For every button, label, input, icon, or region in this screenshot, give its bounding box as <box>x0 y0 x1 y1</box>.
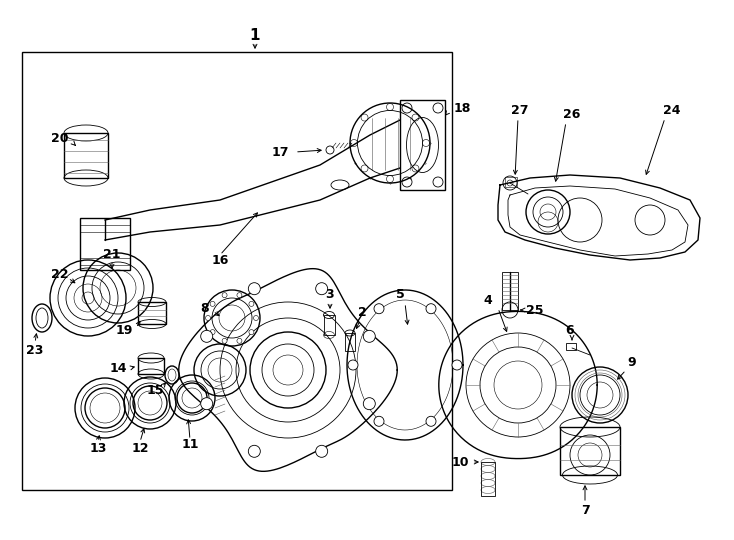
Circle shape <box>248 283 261 295</box>
Bar <box>345 333 355 351</box>
Text: 6: 6 <box>566 323 574 336</box>
Circle shape <box>237 293 242 298</box>
Circle shape <box>426 303 436 314</box>
Circle shape <box>237 339 242 343</box>
Circle shape <box>348 360 358 370</box>
Circle shape <box>374 303 384 314</box>
Text: 7: 7 <box>581 503 589 516</box>
Circle shape <box>363 397 375 410</box>
Circle shape <box>253 315 258 321</box>
Bar <box>566 343 576 350</box>
Bar <box>22 52 452 490</box>
Text: 10: 10 <box>451 456 469 469</box>
Text: 27: 27 <box>512 104 528 117</box>
Circle shape <box>210 329 215 335</box>
Text: 17: 17 <box>272 145 288 159</box>
Text: 18: 18 <box>454 102 470 114</box>
Bar <box>481 462 495 496</box>
Bar <box>560 427 620 475</box>
Circle shape <box>426 416 436 426</box>
Circle shape <box>200 330 213 342</box>
Circle shape <box>374 416 384 426</box>
Circle shape <box>249 301 254 306</box>
Text: 20: 20 <box>51 132 69 145</box>
Text: 4: 4 <box>484 294 493 307</box>
Circle shape <box>222 293 227 298</box>
Bar <box>138 302 166 324</box>
Circle shape <box>210 301 215 306</box>
Text: 16: 16 <box>211 253 229 267</box>
Text: 1: 1 <box>250 28 261 43</box>
Bar <box>400 100 445 190</box>
Bar <box>64 133 108 178</box>
Bar <box>505 177 517 187</box>
Circle shape <box>452 360 462 370</box>
Text: 25: 25 <box>526 303 544 316</box>
Circle shape <box>249 329 254 335</box>
Text: 24: 24 <box>664 104 680 117</box>
Text: 12: 12 <box>131 442 149 455</box>
Text: 15: 15 <box>146 383 164 396</box>
Circle shape <box>316 446 327 457</box>
Circle shape <box>316 283 327 295</box>
Text: 14: 14 <box>109 361 127 375</box>
Text: 26: 26 <box>563 109 581 122</box>
Text: 2: 2 <box>357 306 366 319</box>
Bar <box>138 358 164 374</box>
Circle shape <box>222 339 227 343</box>
Text: 3: 3 <box>326 288 334 301</box>
Text: 5: 5 <box>396 288 404 301</box>
Text: 9: 9 <box>628 355 636 368</box>
Text: 23: 23 <box>26 343 44 356</box>
Text: 8: 8 <box>200 301 209 314</box>
Circle shape <box>248 446 261 457</box>
Bar <box>324 315 335 335</box>
Text: 19: 19 <box>115 323 133 336</box>
Text: 21: 21 <box>103 247 121 260</box>
Circle shape <box>200 397 213 410</box>
Circle shape <box>206 315 211 321</box>
Text: 22: 22 <box>51 268 69 281</box>
Bar <box>80 218 130 270</box>
Text: 13: 13 <box>90 442 106 455</box>
Text: 11: 11 <box>181 438 199 451</box>
Circle shape <box>363 330 375 342</box>
Bar <box>502 272 518 310</box>
